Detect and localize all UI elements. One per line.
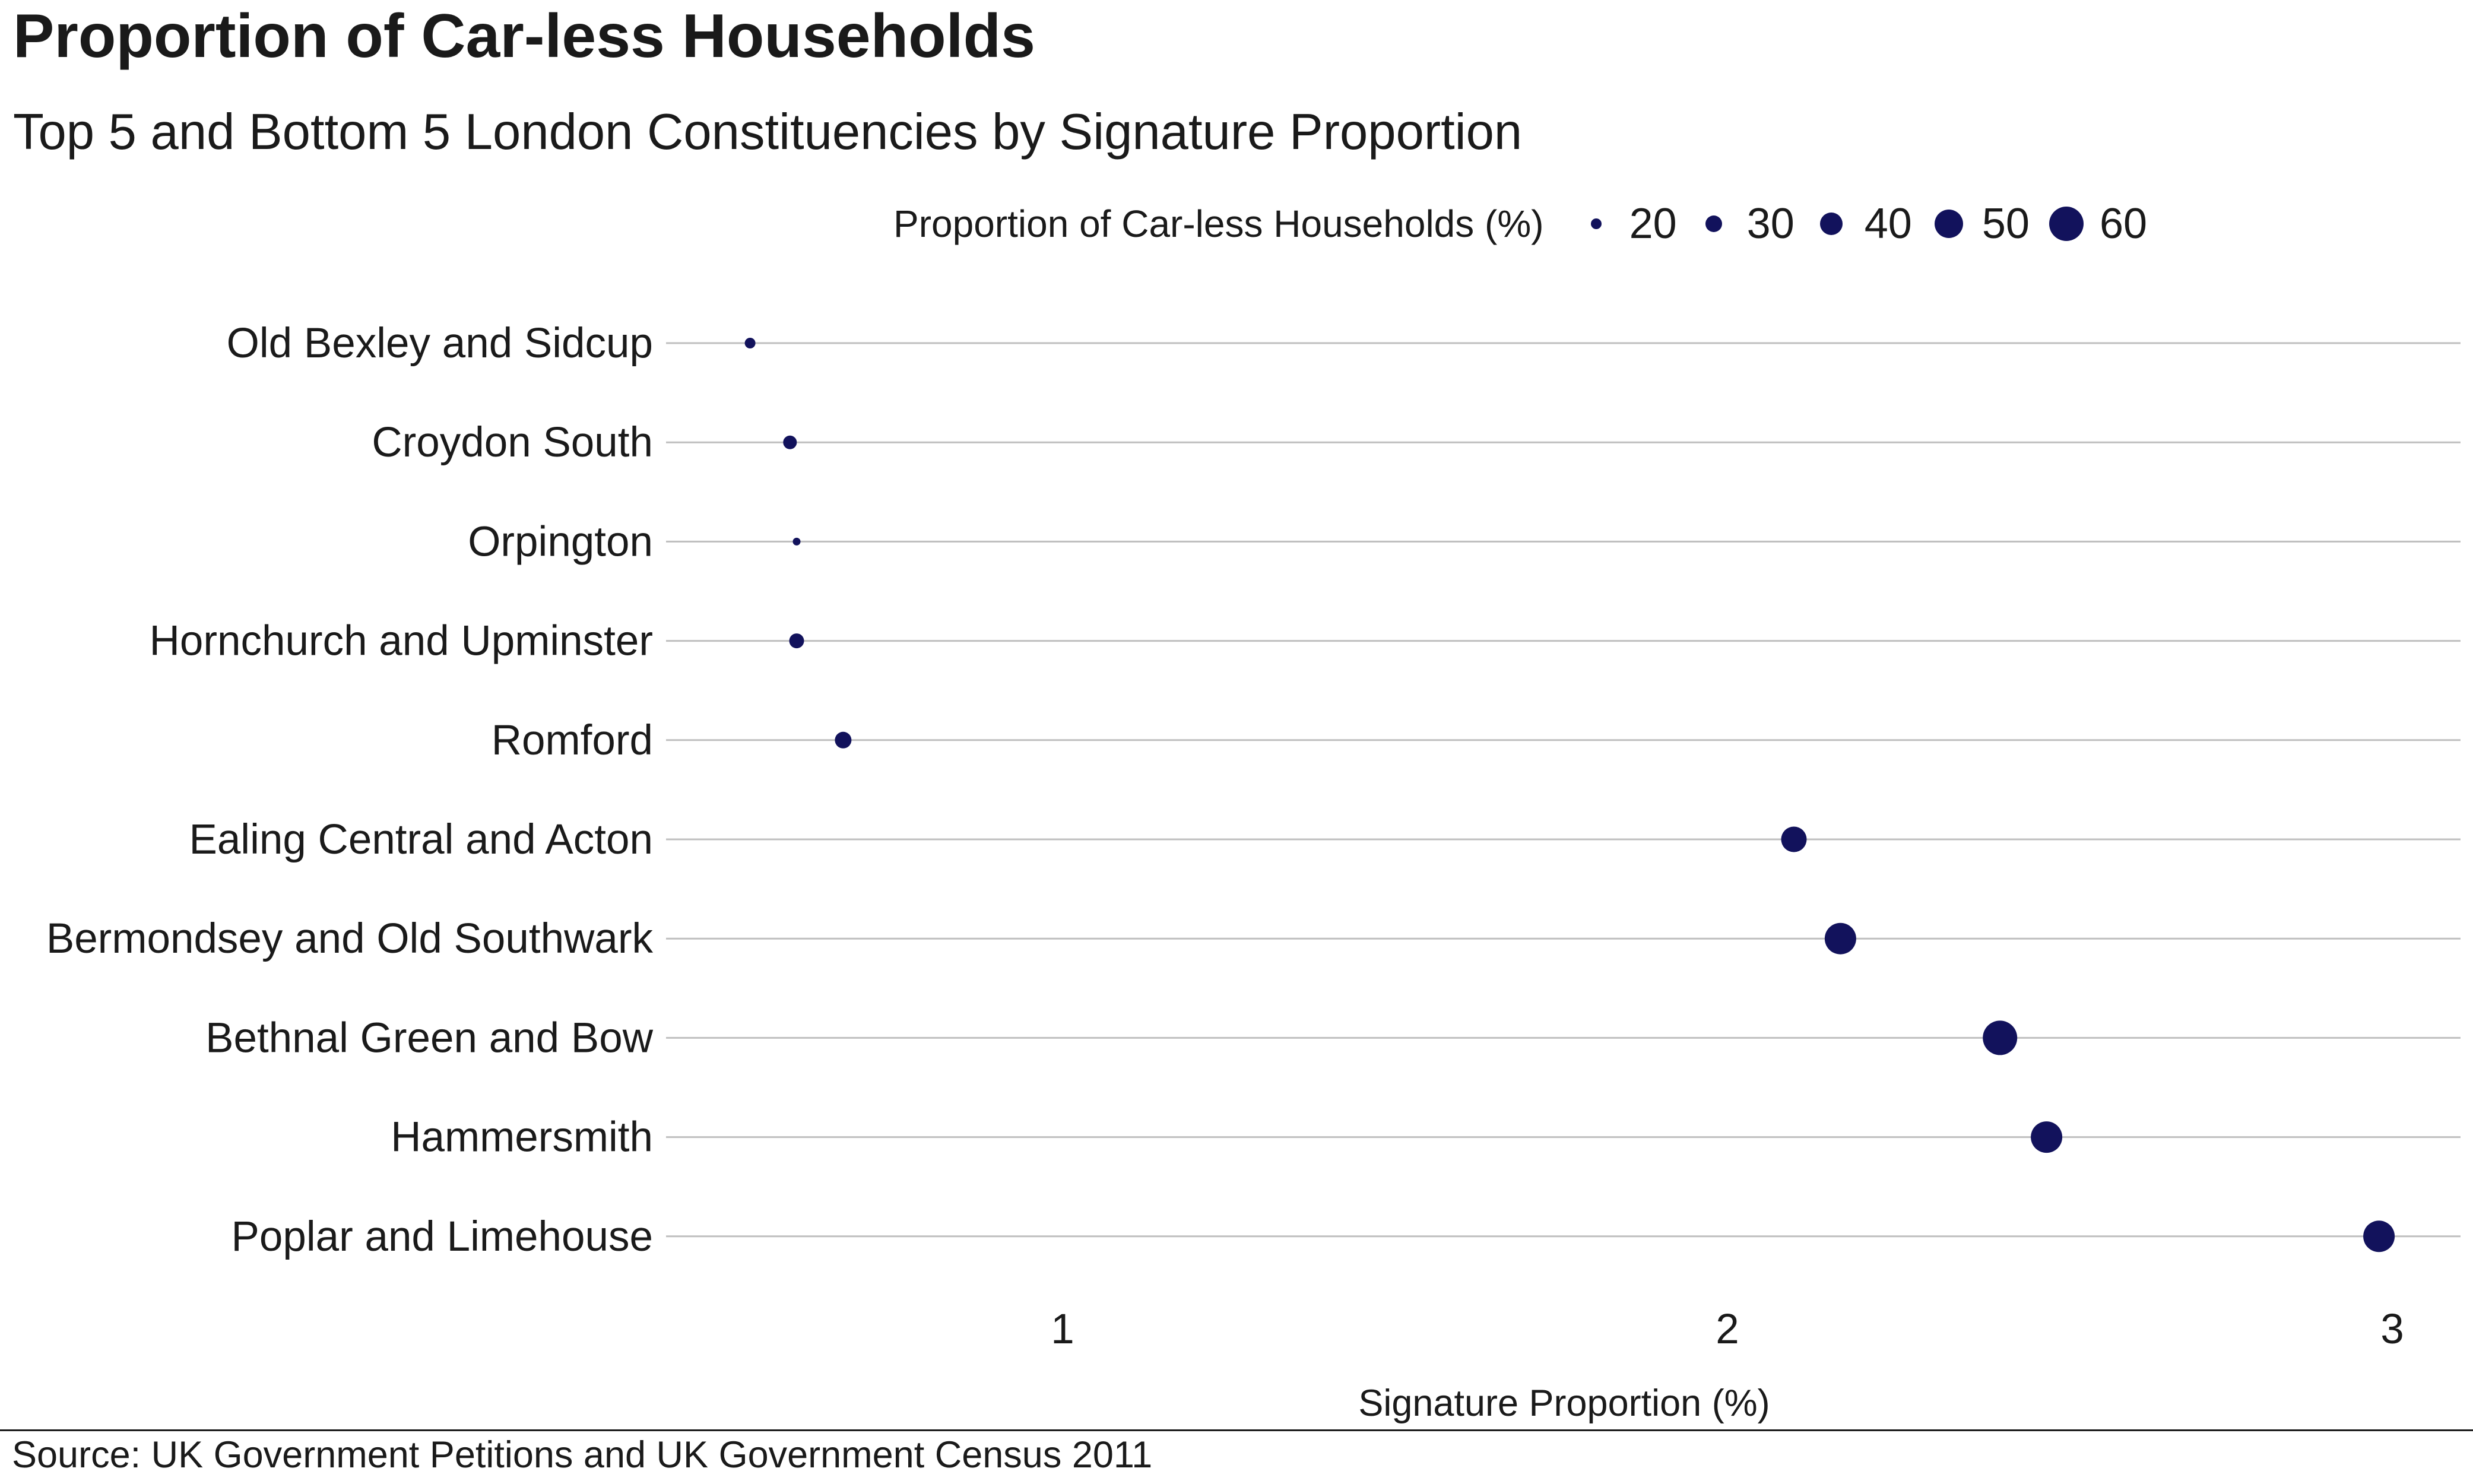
legend-label: 40: [1864, 200, 1912, 248]
legend-dot-wrap: [1927, 202, 1970, 245]
data-point: [2031, 1121, 2063, 1153]
y-tick-label: Old Bexley and Sidcup: [227, 320, 653, 367]
legend-item: 30: [1692, 199, 1794, 248]
y-tick-label: Croydon South: [372, 419, 653, 466]
data-point: [792, 537, 801, 546]
data-point: [783, 435, 797, 449]
x-tick-label: 2: [1716, 1306, 1739, 1353]
legend-item: 40: [1810, 199, 1912, 248]
legend-items: 20 30 40 50 60: [1559, 199, 2147, 248]
x-axis-ticks: 1 2 3: [1051, 1306, 2404, 1353]
caption-divider: [0, 1429, 2473, 1431]
legend-item: 50: [1927, 199, 2030, 248]
legend-dot-wrap: [1810, 202, 1853, 245]
y-tick-label: Bermondsey and Old Southwark: [46, 915, 654, 962]
y-tick-label: Hammersmith: [391, 1114, 653, 1161]
y-tick-label: Orpington: [468, 518, 653, 565]
x-axis-title: Signature Proportion (%): [1358, 1382, 1770, 1424]
legend-item: 20: [1575, 199, 1677, 248]
legend-dot: [1934, 210, 1963, 238]
data-point: [789, 633, 804, 649]
legend-dot: [1705, 215, 1722, 232]
legend-label: 20: [1629, 200, 1677, 248]
y-tick-label: Romford: [492, 717, 653, 764]
legend-label: 60: [2099, 200, 2148, 248]
chart-subtitle: Top 5 and Bottom 5 London Constituencies…: [13, 104, 1523, 160]
legend-dot: [1819, 213, 1843, 235]
y-axis-labels: Old Bexley and Sidcup Croydon South Orping…: [46, 320, 654, 1260]
data-point: [744, 338, 756, 348]
chart-caption: Source: UK Government Petitions and UK G…: [12, 1434, 1153, 1476]
y-tick-label: Poplar and Limehouse: [232, 1213, 654, 1260]
legend-dot: [2049, 207, 2084, 241]
data-point: [1781, 826, 1807, 852]
y-tick-label: Hornchurch and Upminster: [150, 618, 653, 665]
legend-label: 50: [1981, 200, 2030, 248]
legend-dot-wrap: [1575, 202, 1618, 245]
data-point: [835, 731, 852, 749]
legend-dot-wrap: [1692, 202, 1735, 245]
size-legend: Proportion of Car-less Households (%) 20…: [893, 191, 2147, 256]
legend-title: Proportion of Car-less Households (%): [893, 202, 1544, 245]
data-point: [1983, 1020, 2018, 1055]
legend-dot: [1590, 218, 1602, 229]
data-point: [1824, 922, 1856, 955]
x-tick-label: 3: [2380, 1306, 2404, 1353]
legend-item: 60: [2045, 199, 2147, 248]
y-tick-label: Bethnal Green and Bow: [205, 1014, 654, 1061]
legend-dot-wrap: [2045, 202, 2088, 245]
legend-label: 30: [1746, 200, 1794, 248]
data-point: [2363, 1220, 2395, 1252]
data-points: [744, 338, 2395, 1252]
chart-plot: Old Bexley and Sidcup Croydon South Orping…: [46, 320, 2461, 1424]
x-tick-label: 1: [1051, 1306, 1074, 1353]
grid-lines: [666, 342, 2461, 1238]
y-tick-label: Ealing Central and Acton: [189, 816, 653, 863]
chart-title: Proportion of Car-less Households: [13, 2, 1035, 71]
